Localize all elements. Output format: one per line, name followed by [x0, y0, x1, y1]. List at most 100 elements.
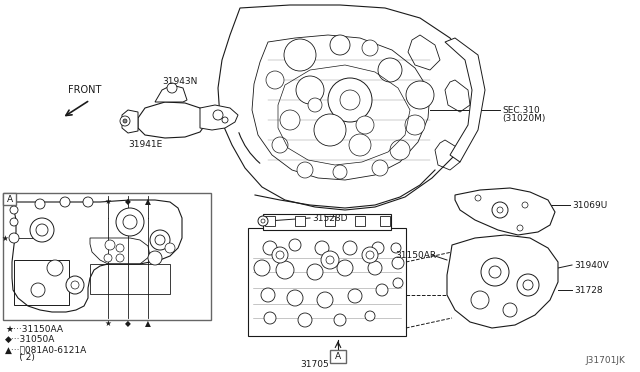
Circle shape: [523, 280, 533, 290]
Circle shape: [123, 215, 137, 229]
Circle shape: [372, 160, 388, 176]
Text: ▲···Ⓑ081A0-6121A: ▲···Ⓑ081A0-6121A: [5, 345, 87, 354]
Bar: [248, 228, 406, 336]
Circle shape: [47, 260, 63, 276]
Text: ▲: ▲: [145, 197, 151, 206]
Circle shape: [83, 197, 93, 207]
Circle shape: [348, 289, 362, 303]
Bar: [3, 193, 16, 205]
Text: 31940V: 31940V: [574, 261, 609, 270]
Circle shape: [261, 219, 265, 223]
Circle shape: [314, 114, 346, 146]
Circle shape: [328, 78, 372, 122]
Text: SEC.310: SEC.310: [502, 106, 540, 115]
Circle shape: [317, 292, 333, 308]
Bar: [295, 216, 305, 226]
Text: 31943N: 31943N: [162, 77, 197, 86]
Text: 31528D: 31528D: [312, 214, 348, 223]
Text: ( 2): ( 2): [5, 353, 35, 362]
Polygon shape: [200, 105, 238, 130]
Text: 31728: 31728: [574, 286, 603, 295]
Circle shape: [116, 208, 144, 236]
Circle shape: [481, 258, 509, 286]
Circle shape: [405, 115, 425, 135]
Circle shape: [155, 235, 165, 245]
Bar: [263, 214, 391, 230]
Circle shape: [503, 303, 517, 317]
Circle shape: [31, 283, 45, 297]
Circle shape: [264, 312, 276, 324]
Circle shape: [390, 140, 410, 160]
Circle shape: [392, 257, 404, 269]
Text: ★: ★: [2, 234, 9, 243]
Circle shape: [475, 195, 481, 201]
Bar: [90, 264, 170, 294]
Circle shape: [343, 241, 357, 255]
Circle shape: [492, 202, 508, 218]
Circle shape: [105, 240, 115, 250]
Text: ▲: ▲: [145, 319, 151, 328]
Text: ★···31150AA: ★···31150AA: [5, 325, 63, 334]
Bar: [355, 216, 365, 226]
Circle shape: [497, 207, 503, 213]
Circle shape: [315, 241, 329, 255]
Text: 31941E: 31941E: [128, 140, 163, 149]
Circle shape: [123, 119, 127, 123]
Circle shape: [356, 116, 374, 134]
Text: J31701JK: J31701JK: [585, 356, 625, 365]
Text: (31020M): (31020M): [502, 114, 545, 123]
Text: A: A: [6, 195, 13, 203]
Circle shape: [9, 233, 19, 243]
Circle shape: [10, 218, 18, 226]
Text: 31705: 31705: [300, 360, 329, 369]
Circle shape: [349, 134, 371, 156]
Circle shape: [296, 76, 324, 104]
Circle shape: [116, 244, 124, 252]
Circle shape: [276, 251, 284, 259]
Circle shape: [254, 260, 270, 276]
Circle shape: [376, 284, 388, 296]
Text: ◆: ◆: [125, 319, 131, 328]
Circle shape: [60, 197, 70, 207]
Circle shape: [298, 313, 312, 327]
Circle shape: [266, 71, 284, 89]
Bar: [3, 193, 211, 320]
Circle shape: [489, 266, 501, 278]
Circle shape: [71, 281, 79, 289]
Circle shape: [10, 206, 18, 214]
Circle shape: [284, 39, 316, 71]
Circle shape: [337, 260, 353, 276]
Circle shape: [321, 251, 339, 269]
Bar: [380, 216, 390, 226]
Circle shape: [261, 288, 275, 302]
Circle shape: [280, 110, 300, 130]
Circle shape: [30, 218, 54, 242]
Text: FRONT: FRONT: [68, 85, 101, 95]
Circle shape: [340, 90, 360, 110]
Circle shape: [148, 251, 162, 265]
Circle shape: [104, 254, 112, 262]
Circle shape: [165, 243, 175, 253]
Polygon shape: [447, 235, 558, 328]
Circle shape: [372, 242, 384, 254]
Circle shape: [297, 162, 313, 178]
Polygon shape: [445, 38, 485, 162]
Circle shape: [167, 83, 177, 93]
Circle shape: [213, 110, 223, 120]
Polygon shape: [122, 110, 138, 133]
Circle shape: [366, 251, 374, 259]
Circle shape: [334, 314, 346, 326]
Circle shape: [120, 116, 130, 126]
Text: ★: ★: [104, 197, 111, 206]
Circle shape: [276, 261, 294, 279]
Text: ◆···31050A: ◆···31050A: [5, 335, 56, 344]
Circle shape: [517, 225, 523, 231]
Circle shape: [36, 224, 48, 236]
Circle shape: [471, 291, 489, 309]
Circle shape: [406, 81, 434, 109]
Circle shape: [365, 311, 375, 321]
Circle shape: [287, 290, 303, 306]
Polygon shape: [218, 5, 475, 210]
Polygon shape: [138, 102, 205, 138]
Circle shape: [116, 254, 124, 262]
